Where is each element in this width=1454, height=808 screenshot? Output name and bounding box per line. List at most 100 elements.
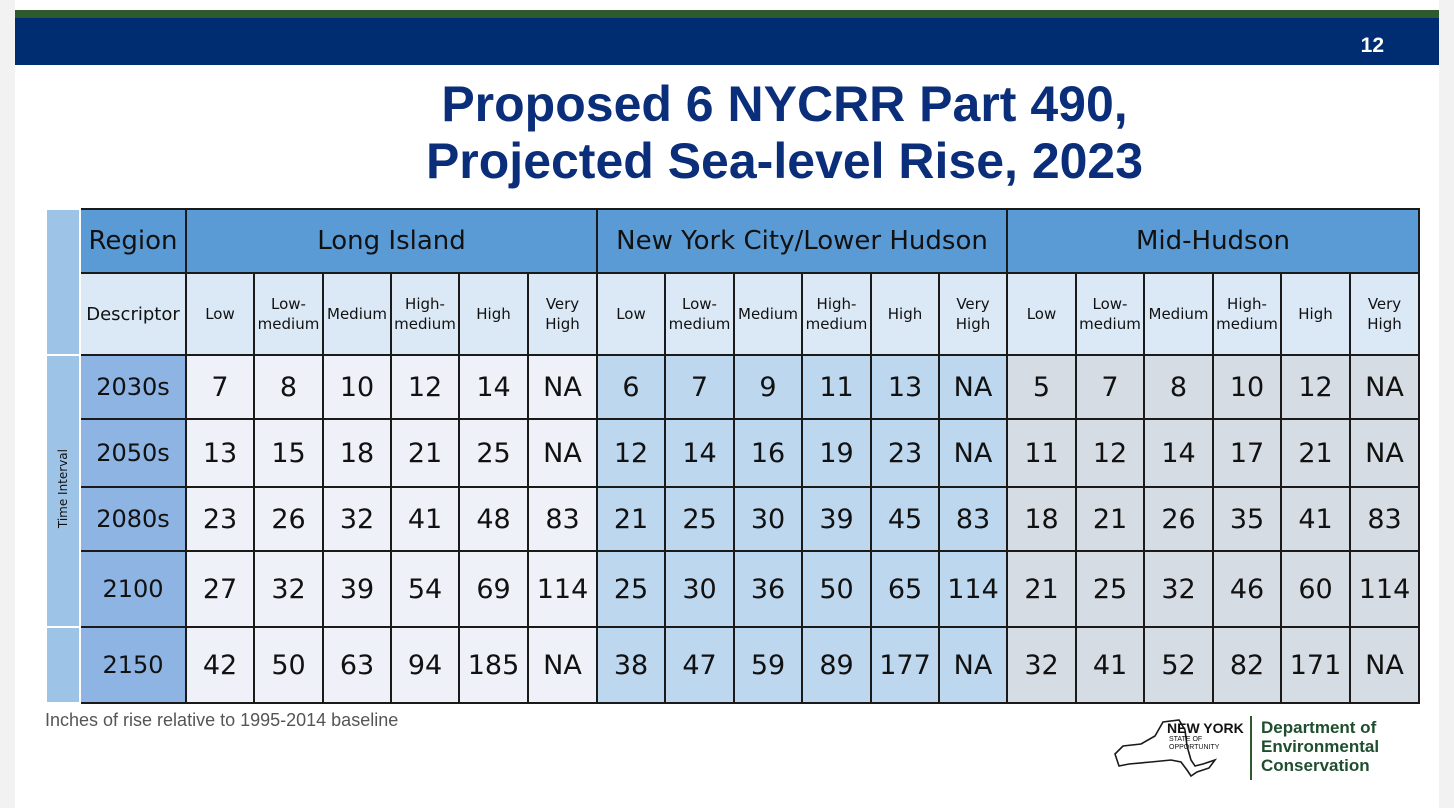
table-cell: 32 [1143, 550, 1214, 628]
table-cell: 14 [1143, 418, 1214, 488]
descriptor-cell: Medium [1143, 272, 1214, 356]
table-row: 2080s 23 26 32 41 48 83 21 25 30 39 45 83 18 21 26 35 41 8… [46, 486, 1420, 552]
table-cell: 21 [1006, 550, 1077, 628]
table-cell: NA [1349, 418, 1420, 488]
table-cell: NA [527, 418, 598, 488]
table-cell: 13 [185, 418, 255, 488]
table-cell: NA [938, 418, 1008, 488]
table-cell: 65 [870, 550, 940, 628]
table-cell: 83 [1349, 486, 1420, 552]
title-line-2: Projected Sea-level Rise, 2023 [425, 133, 1144, 189]
table-cell: 25 [596, 550, 666, 628]
table-cell: 30 [733, 486, 803, 552]
table-cell: 16 [733, 418, 803, 488]
table-cell: 25 [1075, 550, 1145, 628]
region-label: Region [79, 208, 187, 274]
row-label: 2050s [79, 418, 187, 488]
table-cell: 39 [322, 550, 392, 628]
table-cell: 21 [390, 418, 460, 488]
row-label: 2080s [79, 486, 187, 552]
table-cell: 48 [458, 486, 529, 552]
table-cell: 83 [527, 486, 598, 552]
descriptor-cell: High [870, 272, 940, 356]
table-cell: 171 [1280, 626, 1351, 704]
table-row: 2100 27 32 39 54 69 114 25 30 36 50 65 114 21 25 32 46 60… [46, 550, 1420, 628]
table-cell: 12 [1075, 418, 1145, 488]
table-cell: 7 [1075, 354, 1145, 420]
table-cell: 39 [801, 486, 872, 552]
table-cell: 35 [1212, 486, 1282, 552]
slide-title: Proposed 6 NYCRR Part 490, Projected Sea… [15, 76, 1439, 190]
table-cell: 89 [801, 626, 872, 704]
table-cell: 83 [938, 486, 1008, 552]
table-cell: 30 [664, 550, 735, 628]
table-cell: 14 [458, 354, 529, 420]
table-cell: 14 [664, 418, 735, 488]
descriptor-cell: High [458, 272, 529, 356]
table-cell: 26 [1143, 486, 1214, 552]
logo-dept-line-1: Department of [1261, 718, 1377, 737]
table-cell: 21 [1280, 418, 1351, 488]
table-cell: 82 [1212, 626, 1282, 704]
table-cell: 52 [1143, 626, 1214, 704]
table-cell: 41 [390, 486, 460, 552]
table-cell: 9 [733, 354, 803, 420]
row-label: 2150 [79, 626, 187, 704]
table-cell: 10 [322, 354, 392, 420]
descriptor-cell: Low [185, 272, 255, 356]
table-cell: 60 [1280, 550, 1351, 628]
table-cell: 23 [185, 486, 255, 552]
table-cell: 8 [253, 354, 324, 420]
region-nyc-lower-hudson: New York City/Lower Hudson [596, 208, 1008, 274]
new-york-state-map-icon [1114, 719, 1218, 778]
table-cell: 10 [1212, 354, 1282, 420]
side-blank-bottom [45, 626, 81, 704]
descriptor-cell: Low- medium [664, 272, 735, 356]
table-cell: 114 [1349, 550, 1420, 628]
table-cell: NA [527, 354, 598, 420]
table-cell: 69 [458, 550, 529, 628]
table-cell: NA [938, 354, 1008, 420]
table-cell: 21 [596, 486, 666, 552]
descriptor-label: Descriptor [79, 272, 187, 356]
descriptor-cell: High- medium [801, 272, 872, 356]
table-cell: NA [1349, 626, 1420, 704]
table-cell: 94 [390, 626, 460, 704]
table-cell: 50 [253, 626, 324, 704]
table-cell: 177 [870, 626, 940, 704]
slide: 12 Proposed 6 NYCRR Part 490, Projected … [15, 0, 1439, 808]
descriptor-cell: High [1280, 272, 1351, 356]
table-cell: 63 [322, 626, 392, 704]
row-label: 2030s [79, 354, 187, 420]
table-cell: 12 [596, 418, 666, 488]
table-cell: 41 [1280, 486, 1351, 552]
logo-state-sub: STATE OF OPPORTUNITY [1169, 736, 1220, 751]
table-cell: 5 [1006, 354, 1077, 420]
table-cell: 21 [1075, 486, 1145, 552]
table-cell: 41 [1075, 626, 1145, 704]
table-cell: 12 [390, 354, 460, 420]
logo-dept-line-2: Environmental [1261, 737, 1380, 756]
table-cell: 25 [664, 486, 735, 552]
logo-department: Department of Environmental Conservation [1261, 718, 1379, 775]
table-cell: NA [1349, 354, 1420, 420]
descriptor-cell: Low [1006, 272, 1077, 356]
table-cell: 59 [733, 626, 803, 704]
table-cell: 27 [185, 550, 255, 628]
descriptor-cell: Very High [938, 272, 1008, 356]
table-cell: 17 [1212, 418, 1282, 488]
table-cell: 114 [938, 550, 1008, 628]
row-label: 2100 [79, 550, 187, 628]
descriptor-cell: High- medium [1212, 272, 1282, 356]
table-cell: 36 [733, 550, 803, 628]
table-cell: 46 [1212, 550, 1282, 628]
table-cell: 185 [458, 626, 529, 704]
table-cell: 114 [527, 550, 598, 628]
dec-logo: NEW YORK STATE OF OPPORTUNITY Department… [1111, 712, 1411, 782]
table-cell: 11 [1006, 418, 1077, 488]
table-cell: NA [527, 626, 598, 704]
table-cell: 19 [801, 418, 872, 488]
table-cell: 18 [1006, 486, 1077, 552]
descriptor-cell: Low- medium [253, 272, 324, 356]
table-cell: 23 [870, 418, 940, 488]
